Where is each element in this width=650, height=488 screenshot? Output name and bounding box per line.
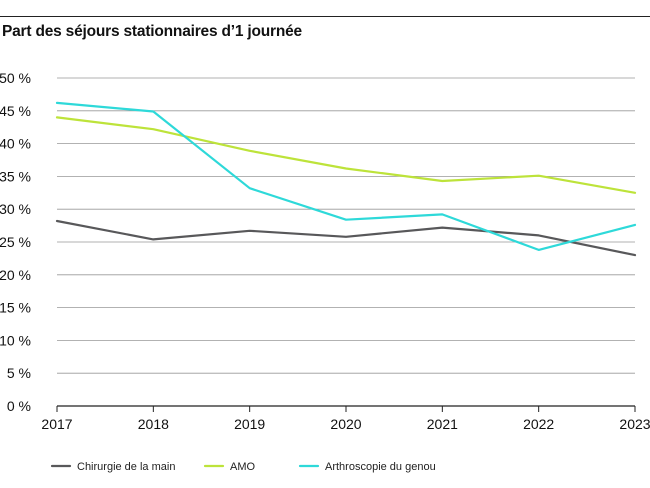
- y-tick-label: 45 %: [0, 103, 31, 119]
- y-axis-ticks: 0 % 5 % 10 % 15 % 20 % 25 % 30 % 35 % 40 % 45 % 50…: [0, 70, 31, 414]
- legend-label: Arthroscopie du genou: [325, 461, 436, 473]
- legend-label: AMO: [230, 461, 256, 473]
- y-tick-label: 30 %: [0, 201, 31, 217]
- series-line-3: [55, 101, 637, 251]
- y-tick-label: 25 %: [0, 234, 31, 250]
- x-tick-label: 2023: [619, 416, 650, 432]
- x-tick-label: 2020: [330, 416, 361, 432]
- x-tick-label: 2018: [138, 416, 169, 432]
- top-rule: [0, 16, 650, 17]
- legend: Chirurgie de la main AMO Arthroscopie du g…: [50, 461, 436, 473]
- y-tick-label: 5 %: [7, 365, 31, 381]
- y-tick-label: 50 %: [0, 70, 31, 86]
- chart-title: Part des séjours stationnaires d’1 journ…: [2, 23, 302, 40]
- series-lines: [55, 101, 637, 257]
- y-tick-label: 20 %: [0, 267, 31, 283]
- y-tick-label: 15 %: [0, 300, 31, 316]
- y-tick-label: 10 %: [0, 332, 31, 348]
- x-tick-label: 2022: [523, 416, 554, 432]
- series-line-1: [55, 219, 637, 257]
- legend-label: Chirurgie de la main: [77, 461, 175, 473]
- x-tick-label: 2017: [41, 416, 72, 432]
- x-tick-label: 2021: [427, 416, 458, 432]
- x-axis-ticks: 2017 2018 2019 2020 2021 2022 2023: [41, 406, 650, 432]
- y-tick-label: 0 %: [7, 398, 31, 414]
- x-tick-label: 2019: [234, 416, 265, 432]
- y-tick-label: 40 %: [0, 136, 31, 152]
- y-tick-label: 35 %: [0, 168, 31, 184]
- series-line-2: [55, 116, 637, 194]
